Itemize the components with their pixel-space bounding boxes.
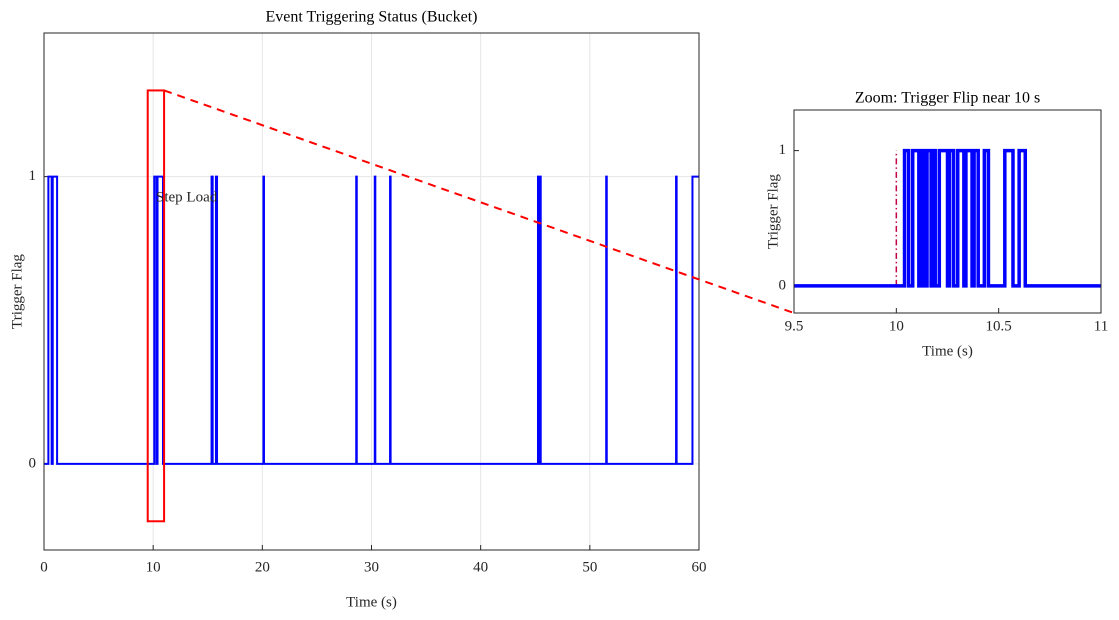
x-axis-label: Time (s) xyxy=(346,594,397,610)
y-tick-label: 1 xyxy=(779,142,787,158)
x-tick-label: 0 xyxy=(40,559,48,575)
y-tick-label: 0 xyxy=(29,455,37,471)
data-line xyxy=(794,148,1101,288)
x-tick-label: 40 xyxy=(473,559,488,575)
x-tick-label: 10 xyxy=(889,318,904,334)
y-tick-label: 1 xyxy=(29,168,37,184)
x-tick-label: 10.5 xyxy=(986,318,1012,334)
y-axis-label: Trigger Flag xyxy=(765,174,781,249)
x-tick-label: 30 xyxy=(364,559,379,575)
x-tick-label: 50 xyxy=(582,559,597,575)
chart-title: Zoom: Trigger Flip near 10 s xyxy=(855,90,1040,107)
x-tick-label: 60 xyxy=(692,559,707,575)
axes-frame xyxy=(43,32,700,551)
data-line xyxy=(44,175,699,465)
annotation: Step Load xyxy=(156,189,218,205)
x-axis-label: Time (s) xyxy=(922,343,973,359)
x-tick-label: 20 xyxy=(255,559,270,575)
chart-title: Event Triggering Status (Bucket) xyxy=(266,9,478,26)
x-tick-label: 9.5 xyxy=(785,318,804,334)
zoom-box xyxy=(146,89,166,523)
y-axis-label: Trigger Flag xyxy=(9,254,25,329)
x-tick-label: 11 xyxy=(1094,318,1108,334)
axes-frame xyxy=(793,109,1102,314)
y-tick-label: 0 xyxy=(779,277,787,293)
x-tick-label: 10 xyxy=(146,559,161,575)
